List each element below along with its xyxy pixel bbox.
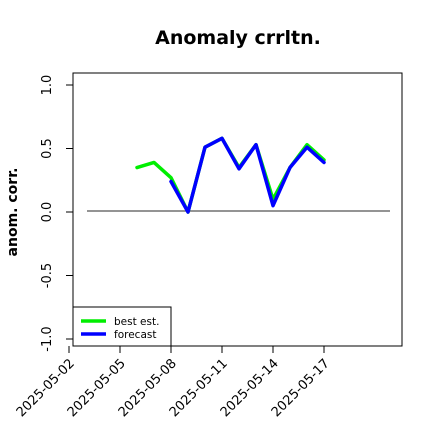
y-tick-label: 0.0 <box>40 202 55 223</box>
legend-label-best-est: best est. <box>114 316 159 328</box>
legend-box <box>72 306 172 347</box>
series-line-0 <box>135 136 326 214</box>
y-axis-label: anom. corr. <box>5 168 21 257</box>
legend-label-forecast: forecast <box>114 329 156 341</box>
x-axis: 2025-05-022025-05-052025-05-082025-05-11… <box>14 346 333 420</box>
y-tick-label: -0.5 <box>40 263 55 288</box>
y-axis: -1.0 -0.5 0.0 0.5 1.0 <box>40 75 73 352</box>
y-tick-label: 1.0 <box>40 75 55 96</box>
chart-title: Anomaly crrltn. <box>155 27 321 49</box>
y-tick-label: 0.5 <box>40 138 55 159</box>
plot-frame <box>72 72 403 347</box>
series-line-1 <box>169 136 326 214</box>
series-layer <box>135 136 326 214</box>
y-tick-label: -1.0 <box>40 326 55 351</box>
legend: best est. forecast <box>72 306 172 347</box>
